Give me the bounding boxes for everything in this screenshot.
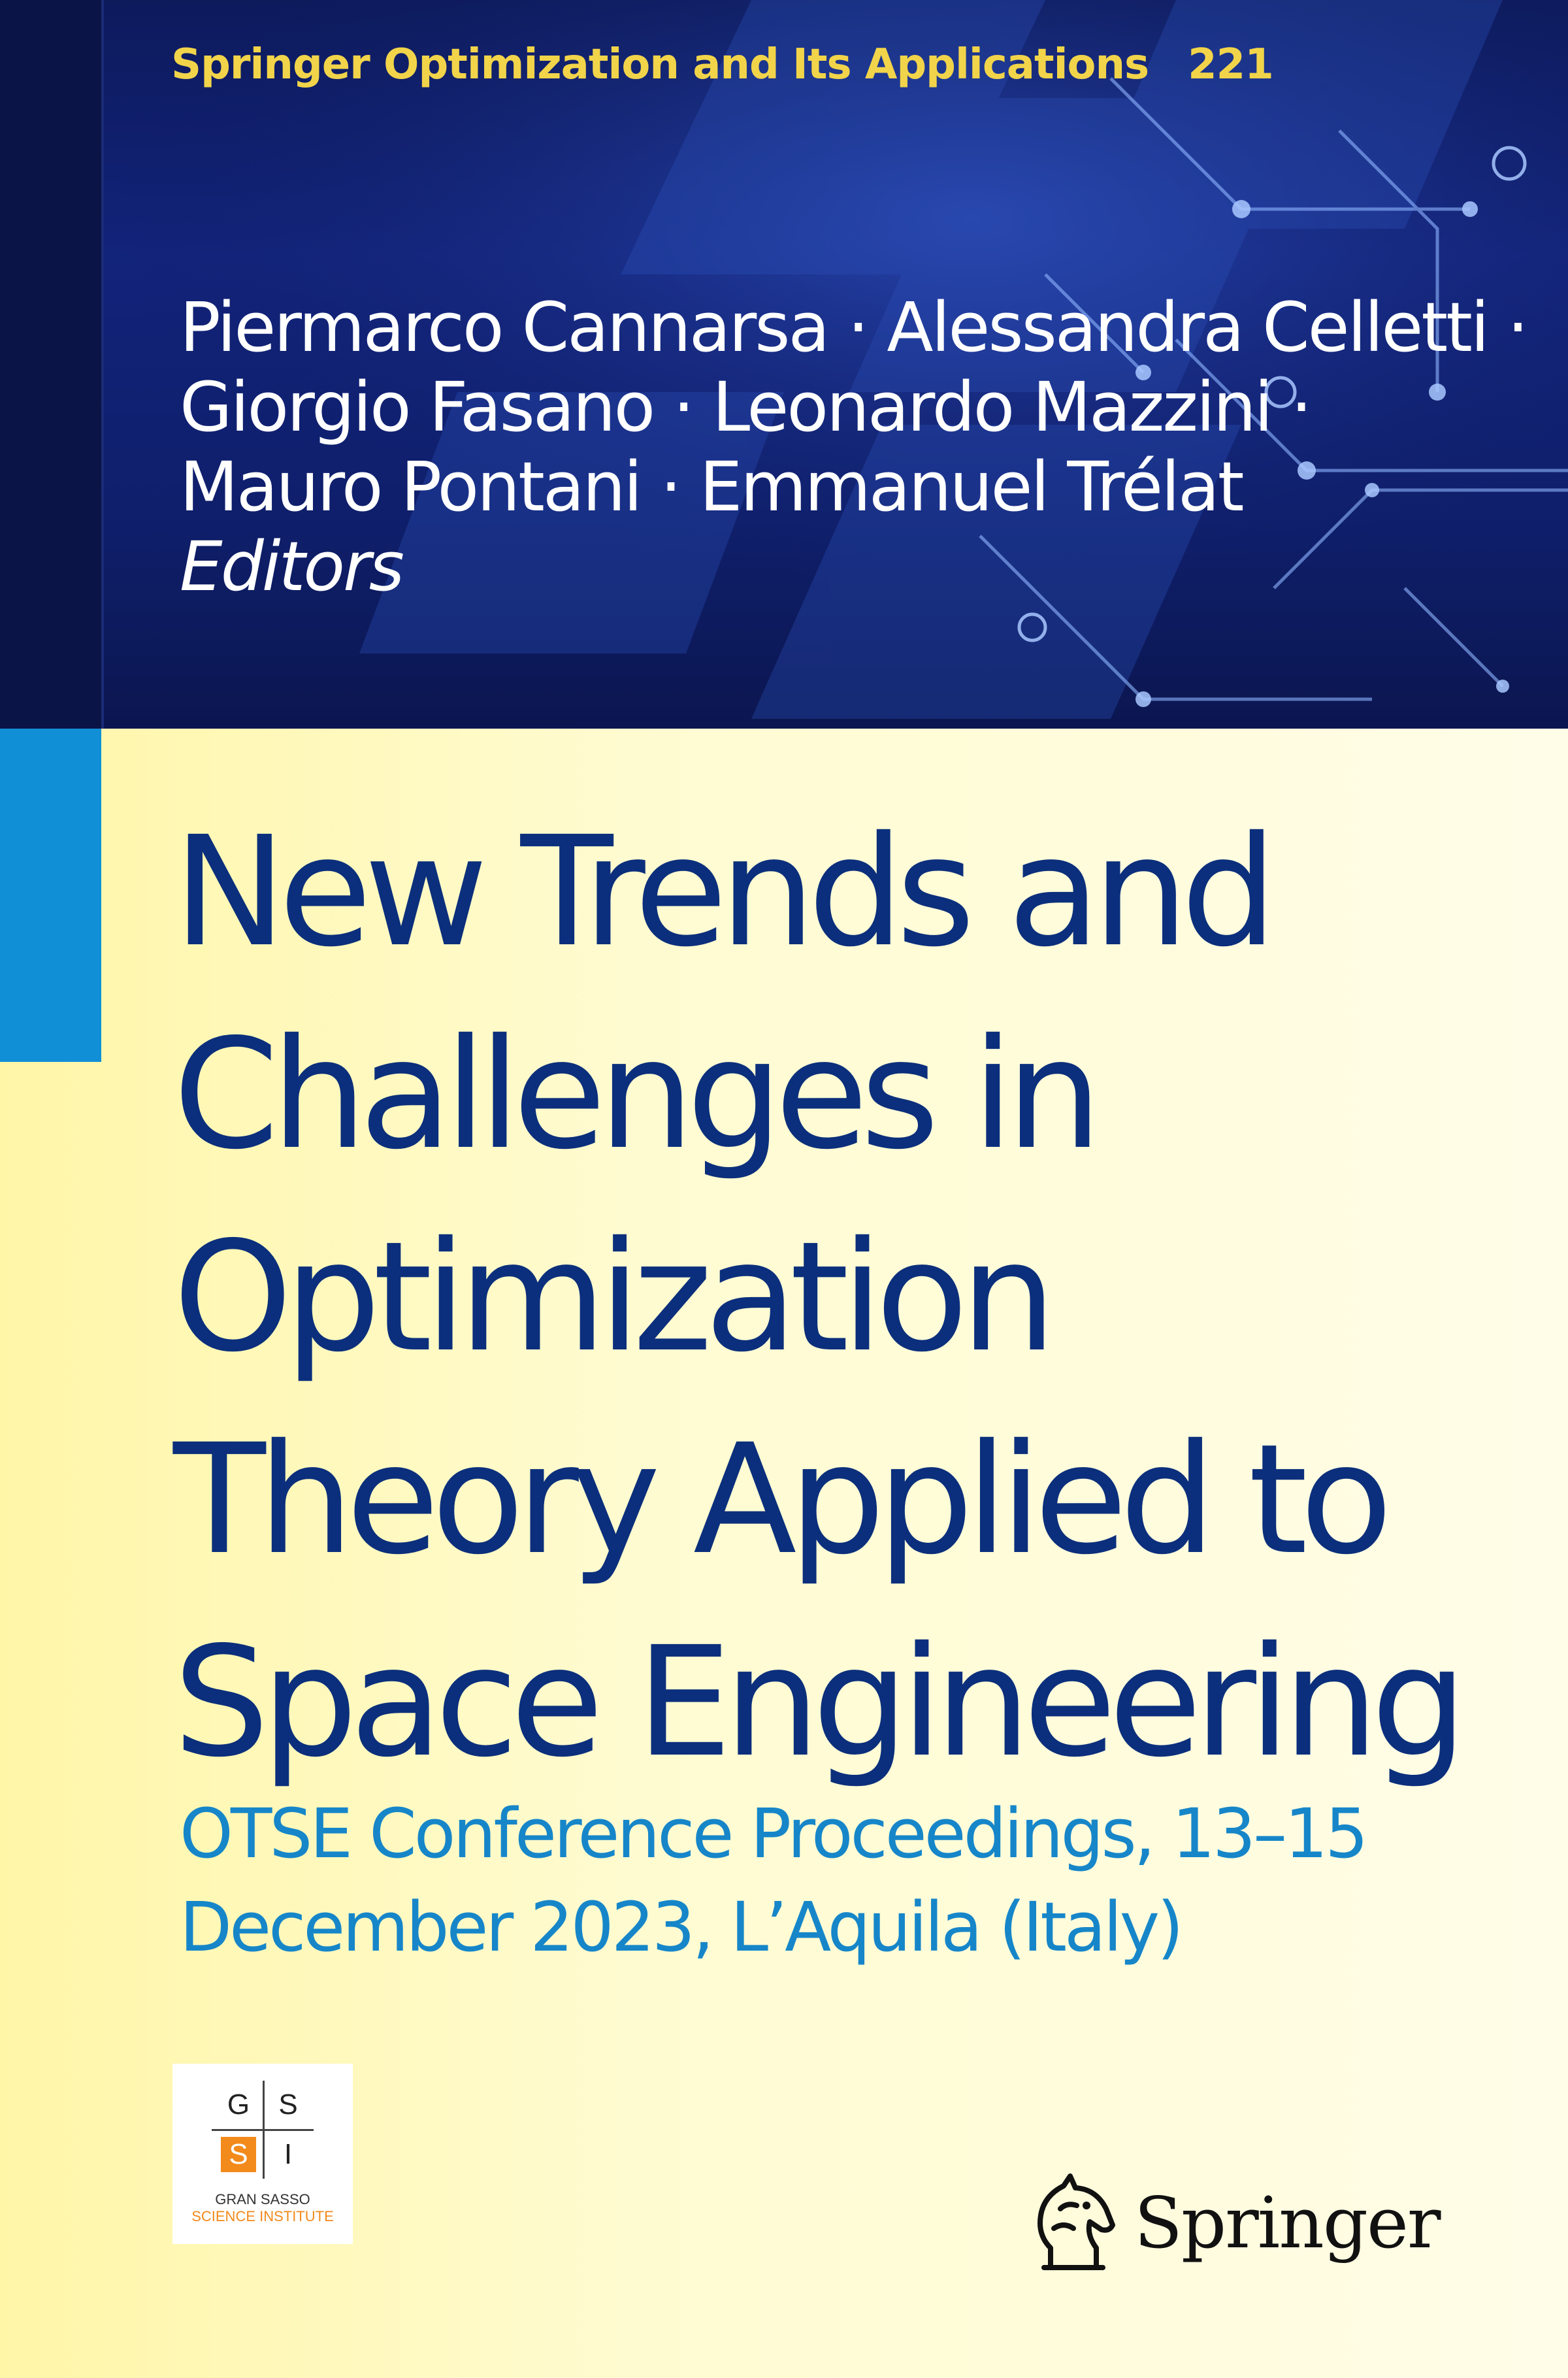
subtitle-line-2: December 2023, L’Aquila (Italy) [180,1887,1184,1967]
editors-line-2: Giorgio Fasano · Leonardo Mazzini · [180,367,1313,447]
gssi-logo: G S S I GRAN SASSO SCIENCE INSTITUTE [172,2064,353,2244]
circuit-pattern-decoration [0,0,1568,729]
editors-line-3: Mauro Pontani · Emmanuel Trélat [180,447,1245,527]
left-edge-stripe-cyan [0,729,101,1062]
gssi-divider-horizontal [212,2129,314,2131]
editors-role: Editors [180,527,404,606]
series-name: Springer Optimization and Its Applicatio… [171,41,1149,89]
cover-top-band [0,0,1568,729]
gssi-letter-i: I [284,2138,293,2170]
springer-horse-icon [1037,2173,1115,2270]
gssi-caption-line2: SCIENCE INSTITUTE [191,2208,334,2224]
title-line-1: New Trends and [173,804,1277,980]
gssi-letter-s1: S [278,2089,298,2121]
gssi-caption-line1: GRAN SASSO [215,2191,310,2207]
title-line-4: Theory Applied to [173,1412,1393,1588]
subtitle-line-1: OTSE Conference Proceedings, 13–15 [180,1794,1368,1874]
title-line-2: Challenges in [173,1006,1102,1183]
book-title: New Trends and Challenges in Optimizatio… [173,791,1512,1804]
left-edge-stripe-dark [0,0,104,729]
title-line-3: Optimization [173,1209,1056,1385]
gssi-letter-s2: S [221,2137,256,2172]
series-title: Springer Optimization and Its Applicatio… [171,41,1274,89]
springer-logo: Springer [1024,2170,1441,2294]
gssi-letter-g: G [227,2089,250,2121]
editors-line-1: Piermarco Cannarsa · Alessandra Celletti… [180,288,1529,367]
springer-wordmark: Springer [1134,2183,1441,2264]
editors-block: Piermarco Cannarsa · Alessandra Celletti… [180,288,1529,606]
series-number: 221 [1188,41,1274,89]
book-subtitle: OTSE Conference Proceedings, 13–15 Decem… [180,1787,1486,1974]
title-line-5: Space Engineering [173,1614,1467,1791]
